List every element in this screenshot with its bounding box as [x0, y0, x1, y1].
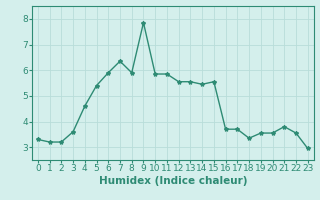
X-axis label: Humidex (Indice chaleur): Humidex (Indice chaleur)	[99, 176, 247, 186]
